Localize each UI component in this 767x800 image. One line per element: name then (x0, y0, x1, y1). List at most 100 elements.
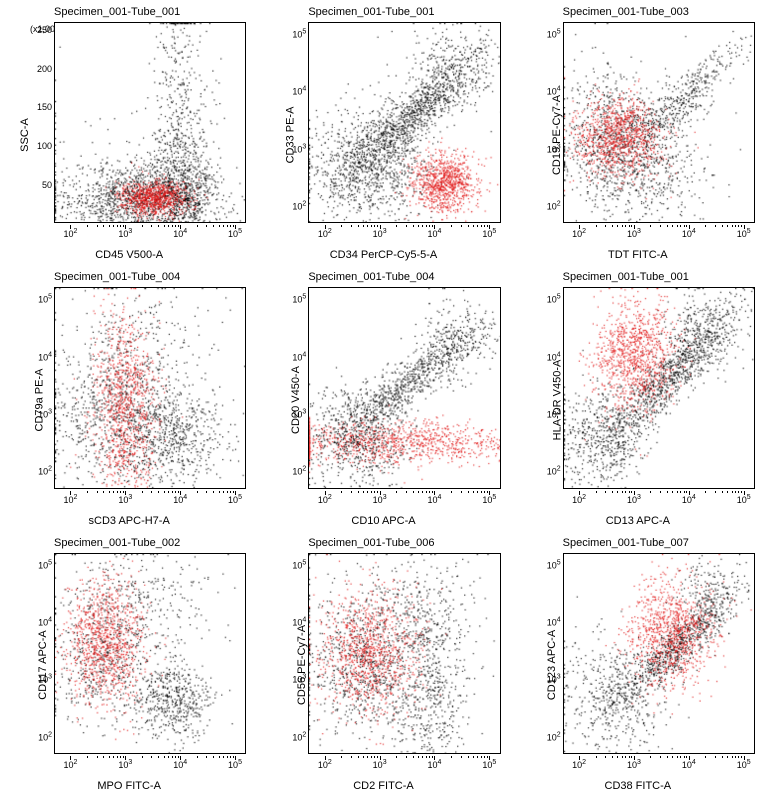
x-tick-mark (325, 491, 326, 495)
x-minor-tick (617, 491, 618, 493)
plot-area (308, 553, 500, 754)
x-minor-tick (672, 491, 673, 493)
x-minor-tick (406, 225, 407, 227)
plot-area (54, 287, 246, 488)
x-tick-mark (180, 756, 181, 760)
scatter-panel: Specimen_001-Tube_007CD123 APC-A10210310… (515, 537, 761, 794)
x-tick-label: 104 (682, 759, 696, 770)
x-minor-tick (605, 756, 606, 758)
x-minor-tick (175, 491, 176, 493)
x-minor-tick (213, 225, 214, 227)
x-minor-tick (487, 756, 488, 758)
x-minor-tick (363, 491, 364, 493)
x-minor-tick (473, 491, 474, 493)
y-tick-label: 103 (282, 409, 306, 420)
x-minor-tick (732, 491, 733, 493)
x-minor-tick (715, 491, 716, 493)
x-minor-tick (667, 225, 668, 227)
x-minor-tick (487, 225, 488, 227)
y-tick-label: 100 (28, 141, 52, 151)
x-minor-tick (487, 491, 488, 493)
x-minor-tick (732, 756, 733, 758)
x-ticks: 102103104105 (308, 756, 500, 770)
x-minor-tick (605, 225, 606, 227)
y-tick-label: 104 (28, 351, 52, 362)
plot-area (563, 553, 755, 754)
x-tick-label: 104 (173, 228, 187, 239)
x-tick-mark (744, 491, 745, 495)
panel-title: Specimen_001-Tube_001 (54, 6, 180, 18)
x-minor-tick (123, 756, 124, 758)
x-tick-mark (579, 491, 580, 495)
x-tick-label: 103 (118, 494, 132, 505)
x-minor-tick (629, 756, 630, 758)
scatter-panel: Specimen_001-Tube_001SSC-A(x1,000)102103… (6, 6, 252, 263)
x-minor-tick (705, 491, 706, 493)
x-minor-tick (172, 756, 173, 758)
x-minor-tick (738, 225, 739, 227)
x-minor-tick (484, 225, 485, 227)
x-minor-tick (227, 491, 228, 493)
x-minor-tick (727, 225, 728, 227)
x-minor-tick (367, 225, 368, 227)
x-minor-tick (631, 756, 632, 758)
x-tick-label: 103 (627, 494, 641, 505)
x-minor-tick (351, 225, 352, 227)
x-minor-tick (481, 756, 482, 758)
panel-title: Specimen_001-Tube_002 (54, 537, 180, 549)
x-minor-tick (650, 491, 651, 493)
x-tick-mark (380, 491, 381, 495)
y-tick-label: 102 (28, 731, 52, 742)
x-minor-tick (429, 756, 430, 758)
y-tick-label: 103 (537, 674, 561, 685)
x-minor-tick (418, 756, 419, 758)
x-axis-label: CD34 PerCP-Cy5-5-A (330, 249, 438, 261)
x-minor-tick (451, 225, 452, 227)
x-minor-tick (429, 225, 430, 227)
y-tick-label: 104 (282, 351, 306, 362)
y-tick-label: 103 (28, 674, 52, 685)
x-minor-tick (738, 491, 739, 493)
x-minor-tick (178, 491, 179, 493)
x-minor-tick (629, 491, 630, 493)
x-minor-tick (406, 491, 407, 493)
x-minor-tick (422, 491, 423, 493)
x-minor-tick (109, 756, 110, 758)
y-tick-label: 104 (537, 86, 561, 97)
x-tick-mark (744, 756, 745, 760)
x-minor-tick (219, 491, 220, 493)
x-tick-mark (434, 225, 435, 229)
x-tick-mark (180, 491, 181, 495)
x-minor-tick (432, 756, 433, 758)
x-minor-tick (629, 225, 630, 227)
x-tick-mark (689, 225, 690, 229)
x-minor-tick (418, 225, 419, 227)
scatter-canvas (309, 554, 499, 753)
x-minor-tick (113, 491, 114, 493)
x-minor-tick (722, 225, 723, 227)
panel-title: Specimen_001-Tube_007 (563, 537, 689, 549)
x-minor-tick (120, 491, 121, 493)
x-minor-tick (612, 491, 613, 493)
y-tick-label: 102 (537, 201, 561, 212)
x-minor-tick (481, 225, 482, 227)
x-minor-tick (686, 225, 687, 227)
x-tick-mark (180, 225, 181, 229)
x-minor-tick (358, 491, 359, 493)
x-minor-tick (451, 491, 452, 493)
y-tick-label: 105 (537, 28, 561, 39)
y-tick-label: 103 (28, 409, 52, 420)
x-minor-tick (605, 491, 606, 493)
x-minor-tick (87, 756, 88, 758)
x-minor-tick (468, 491, 469, 493)
panel-title: Specimen_001-Tube_004 (54, 271, 180, 283)
x-minor-tick (432, 491, 433, 493)
scatter-canvas (55, 554, 245, 753)
x-minor-tick (660, 756, 661, 758)
y-tick-label: 102 (537, 466, 561, 477)
x-minor-tick (705, 225, 706, 227)
x-minor-tick (151, 225, 152, 227)
x-minor-tick (227, 756, 228, 758)
y-tick-label: 105 (537, 294, 561, 305)
x-minor-tick (120, 756, 121, 758)
